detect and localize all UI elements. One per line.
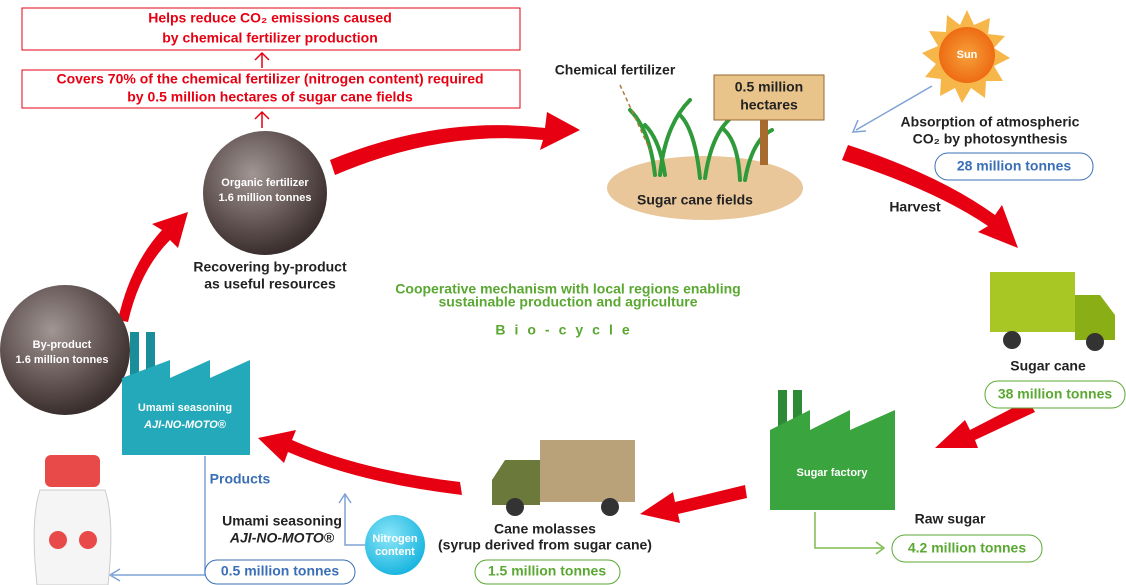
arrow <box>258 430 462 495</box>
seasoning-bottle <box>34 455 111 585</box>
wheel <box>1003 331 1021 349</box>
nitrogen-label: content <box>375 546 415 558</box>
coverage-note: Covers 70% of the chemical fertilizer (n… <box>22 70 520 108</box>
arrow <box>330 112 580 175</box>
by-product-label: 1.6 million tonnes <box>16 354 109 366</box>
chimney <box>130 332 139 377</box>
product-name: Umami seasoning <box>222 513 342 529</box>
field-mound <box>607 156 803 220</box>
raw-sugar-line <box>815 512 884 554</box>
sugar-cane-label: Sugar cane <box>1010 358 1086 374</box>
nitrogen-label: Nitrogen <box>372 533 418 545</box>
by-product-label: By-product <box>33 339 92 351</box>
factory-label: Umami seasoning <box>138 402 232 414</box>
arrow <box>118 212 188 322</box>
up-arrow <box>255 112 269 128</box>
sugar-cane-amount: 38 million tonnes <box>998 386 1113 402</box>
body: Helps reduce CO₂ emissions caused by che… <box>0 0 1126 585</box>
note-text: by chemical fertilizer production <box>162 30 378 46</box>
fields-label: Sugar cane fields <box>637 192 753 208</box>
truck-box <box>990 272 1075 332</box>
bottle-decor <box>49 531 67 549</box>
chemical-fertilizer-label: Chemical fertilizer <box>555 62 676 78</box>
molasses-amount: 1.5 million tonnes <box>488 563 606 579</box>
factory-building <box>770 410 895 510</box>
sugar-cane-truck <box>990 272 1115 351</box>
organic-fertilizer-label: Organic fertilizer <box>221 177 309 189</box>
center-title: Bio-cycle <box>495 322 638 338</box>
sun-label: Sun <box>957 49 978 61</box>
bottle-cap <box>45 455 100 487</box>
organic-fertilizer-label: 1.6 million tonnes <box>219 192 312 204</box>
field-area: hectares <box>740 97 798 113</box>
factory-label: AJI-NO-MOTO® <box>143 419 227 431</box>
raw-sugar-amount: 4.2 million tonnes <box>908 540 1026 556</box>
fertilizer-arrow <box>620 85 650 150</box>
recovering-label: Recovering by-product <box>193 259 347 275</box>
product-name: AJI-NO-MOTO® <box>229 530 335 546</box>
field-area: 0.5 million <box>735 79 803 95</box>
recovering-label: as useful resources <box>204 276 336 292</box>
products-label: Products <box>210 471 271 487</box>
sugar-factory <box>770 390 895 510</box>
page: Bio-cycle {"top_notes":{"emissions":["He… <box>0 0 1126 585</box>
absorption-amount: 28 million tonnes <box>957 158 1072 174</box>
umami-factory <box>122 332 250 455</box>
wheel <box>601 498 619 516</box>
raw-sugar-label: Raw sugar <box>915 511 986 527</box>
note-text: Helps reduce CO₂ emissions caused <box>148 10 392 26</box>
arrow <box>640 485 747 523</box>
note-text: by 0.5 million hectares of sugar cane fi… <box>127 89 413 105</box>
emissions-note: Helps reduce CO₂ emissions caused by che… <box>22 8 520 50</box>
harvest-label: Harvest <box>889 199 941 215</box>
molasses-label: (syrup derived from sugar cane) <box>438 537 652 553</box>
absorption-label: CO₂ by photosynthesis <box>913 131 1068 147</box>
nitrogen-arrow <box>339 494 365 545</box>
bottle-decor <box>79 531 97 549</box>
molasses-label: Cane molasses <box>494 521 596 537</box>
up-arrow <box>255 53 269 68</box>
products-line <box>110 456 205 581</box>
wheel <box>506 498 524 516</box>
truck-box <box>540 440 635 502</box>
factory-label: Sugar factory <box>797 467 869 479</box>
molasses-truck <box>492 440 635 516</box>
wheel <box>1086 333 1104 351</box>
center-subtitle: sustainable production and agriculture <box>438 294 697 310</box>
products-amount: 0.5 million tonnes <box>221 563 339 579</box>
bio-cycle-diagram: Helps reduce CO₂ emissions caused by che… <box>0 0 1126 585</box>
bottle-body <box>34 490 111 585</box>
absorption-label: Absorption of atmospheric <box>901 114 1080 130</box>
note-text: Covers 70% of the chemical fertilizer (n… <box>56 71 483 87</box>
